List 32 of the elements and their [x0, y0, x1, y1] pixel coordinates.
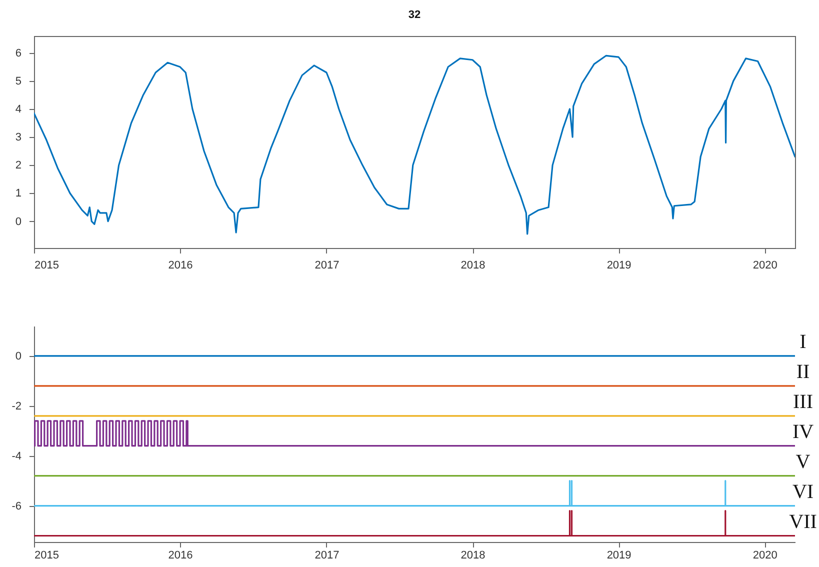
y-tick-label: 0 [15, 350, 22, 362]
x-tick-label: 2016 [168, 260, 193, 272]
series-label: I [800, 330, 806, 353]
x-tick-label: 2020 [752, 550, 778, 562]
y-tick-label: 4 [15, 104, 22, 116]
series-label: III [793, 390, 813, 413]
y-tick-label: 2 [15, 160, 22, 172]
x-tick-label: 2020 [752, 260, 778, 272]
x-tick-label: 2015 [34, 260, 59, 272]
series-label: V [796, 450, 811, 473]
series-label: VI [792, 480, 814, 503]
y-tick-label: -2 [12, 400, 22, 412]
series-label: IV [792, 420, 814, 443]
x-tick-label: 2015 [34, 550, 59, 562]
series-label: II [796, 360, 810, 383]
y-tick-label: -6 [12, 500, 22, 512]
y-tick-label: -4 [12, 450, 22, 462]
x-tick-label: 2019 [606, 550, 632, 562]
y-tick-label: 6 [15, 47, 22, 60]
x-tick-label: 2019 [606, 260, 632, 272]
y-tick-label: 3 [15, 132, 22, 144]
line-series [34, 54, 795, 235]
chart-title: 32 [408, 9, 421, 21]
series-label: VII [789, 510, 817, 533]
x-tick-label: 2016 [168, 550, 193, 562]
y-tick-label: 0 [15, 216, 22, 228]
x-tick-label: 2018 [460, 550, 486, 562]
x-tick-label: 2018 [460, 260, 486, 272]
y-tick-label: 1 [15, 188, 22, 200]
x-tick-label: 2017 [314, 550, 340, 562]
x-tick-label: 2017 [314, 260, 340, 272]
y-tick-label: 5 [15, 75, 22, 88]
